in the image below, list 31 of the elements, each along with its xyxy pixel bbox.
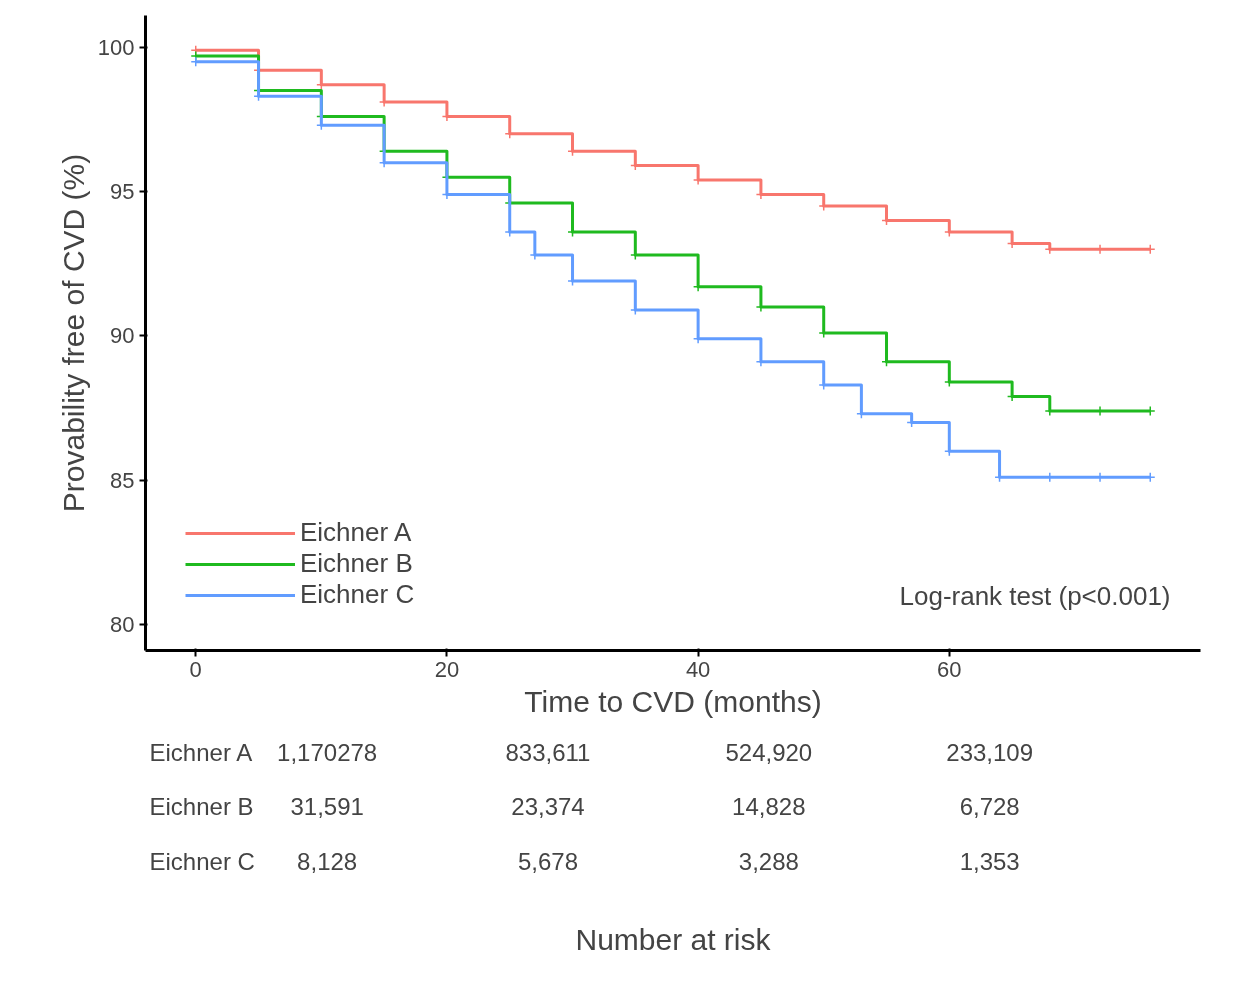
text: 524,920	[725, 739, 813, 767]
text: 14,828	[732, 793, 806, 821]
text: 233,109	[946, 739, 1034, 767]
y-axis-title: Provability free of CVD (%)	[56, 153, 90, 513]
text: 31,591	[290, 793, 364, 821]
text: 1,353	[959, 847, 1020, 875]
legend-label: Eichner B	[300, 548, 413, 579]
legend-label: Eichner A	[300, 517, 412, 548]
x-tick-label: 40	[685, 656, 711, 682]
text: Eichner A	[149, 739, 253, 767]
text: 833,611	[505, 739, 591, 767]
text: 23,374	[511, 793, 585, 821]
y-tick-label: 90	[110, 323, 135, 349]
text: Eichner C	[149, 847, 255, 875]
y-tick-label: 100	[97, 34, 135, 60]
x-tick-label: 20	[434, 656, 460, 682]
y-tick-label: 80	[110, 612, 135, 638]
y-tick-label: 85	[110, 467, 135, 493]
annotation: Log-rank test (p<0.001)	[899, 580, 1171, 611]
x-axis-title: Time to CVD (months)	[524, 684, 822, 718]
legend-label: Eichner C	[300, 579, 415, 610]
y-tick-label: 95	[110, 179, 135, 205]
x-tick-label: 60	[937, 656, 962, 682]
text: Number at risk	[575, 922, 772, 956]
text: 6,728	[959, 793, 1020, 821]
text: 3,288	[738, 847, 799, 875]
text: 1,170278	[277, 739, 378, 767]
text: 5,678	[517, 847, 579, 875]
x-tick-label: 0	[189, 656, 202, 682]
text: Eichner B	[149, 793, 254, 821]
text: 8,128	[297, 847, 358, 875]
